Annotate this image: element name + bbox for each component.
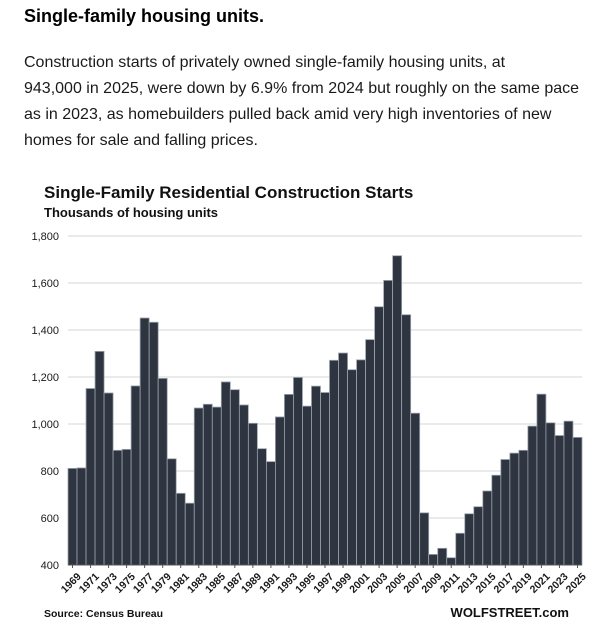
y-tick-label: 800 bbox=[41, 466, 59, 478]
bar-2011 bbox=[446, 557, 457, 566]
bar-1994 bbox=[293, 377, 303, 566]
bar-2008 bbox=[419, 512, 430, 566]
bar-1990 bbox=[256, 448, 267, 566]
bar-2021 bbox=[536, 393, 547, 566]
bar-1998 bbox=[329, 359, 339, 566]
y-tick-label: 1,800 bbox=[31, 231, 59, 243]
bar-2023 bbox=[554, 435, 565, 566]
paragraph-line: as in 2023, as homebuilders pulled back … bbox=[24, 106, 552, 123]
y-tick-label: 600 bbox=[41, 513, 59, 525]
bar-2009 bbox=[428, 554, 439, 566]
bar-1976 bbox=[130, 385, 141, 566]
article-heading: Single-family housing units. bbox=[24, 6, 265, 26]
bar-2010 bbox=[437, 547, 448, 566]
x-tick-label: 2025 bbox=[564, 571, 589, 596]
bar-2014 bbox=[473, 506, 484, 566]
y-tick-label: 400 bbox=[41, 560, 59, 572]
y-tick-label: 1,600 bbox=[31, 278, 59, 290]
bar-2017 bbox=[500, 459, 511, 566]
bar-2022 bbox=[545, 422, 556, 566]
bar-1982 bbox=[184, 502, 195, 566]
paragraph-line: 943,000 in 2025, were down by 6.9% from … bbox=[24, 80, 580, 97]
bar-1971 bbox=[85, 388, 96, 566]
article-paragraph: Construction starts of privately owned s… bbox=[24, 50, 594, 154]
bar-2025 bbox=[572, 436, 583, 566]
bar-1993 bbox=[284, 393, 294, 566]
bars bbox=[67, 255, 583, 566]
bar-2015 bbox=[482, 490, 493, 566]
bar-1996 bbox=[311, 385, 321, 566]
bar-2001 bbox=[356, 359, 366, 566]
paragraph-line: Construction starts of privately owned s… bbox=[24, 54, 506, 71]
bar-1974 bbox=[112, 449, 123, 566]
bar-2013 bbox=[464, 513, 475, 566]
bar-1972 bbox=[94, 350, 105, 566]
bar-1970 bbox=[76, 467, 87, 566]
bar-1989 bbox=[247, 422, 258, 566]
bar-1973 bbox=[103, 392, 114, 566]
bar-2003 bbox=[374, 306, 385, 566]
y-axis: 1,800 1,600 1,400 1,200 1,000 800 600 400 bbox=[31, 231, 59, 572]
bar-2016 bbox=[491, 474, 502, 566]
x-axis: 1969197119731975197719791981198319851987… bbox=[59, 564, 589, 596]
bar-2005 bbox=[392, 255, 403, 566]
bar-2020 bbox=[527, 425, 538, 566]
bar-1983 bbox=[193, 407, 204, 566]
bar-2002 bbox=[365, 339, 375, 566]
paragraph-line: homes for sale and falling prices. bbox=[24, 132, 258, 149]
bar-2012 bbox=[455, 532, 466, 566]
y-tick-label: 1,400 bbox=[31, 325, 59, 337]
bar-1986 bbox=[220, 381, 231, 566]
bar-2000 bbox=[347, 369, 357, 566]
bar-1981 bbox=[175, 492, 186, 566]
bar-2024 bbox=[563, 420, 574, 566]
bar-1987 bbox=[229, 389, 240, 566]
chart-title: Single-Family Residential Construction S… bbox=[44, 183, 413, 202]
bar-2019 bbox=[518, 449, 529, 566]
source-note: Source: Census Bureau bbox=[44, 608, 163, 620]
bar-1979 bbox=[157, 378, 168, 566]
chart-subtitle: Thousands of housing units bbox=[44, 205, 218, 220]
bar-2006 bbox=[401, 314, 412, 566]
bar-1977 bbox=[139, 317, 150, 566]
bar-1988 bbox=[238, 404, 249, 566]
bar-1997 bbox=[320, 392, 330, 566]
bar-1992 bbox=[274, 416, 285, 566]
bar-1995 bbox=[302, 405, 312, 566]
bar-2018 bbox=[509, 452, 520, 566]
bar-1978 bbox=[148, 321, 159, 566]
bar-1991 bbox=[265, 461, 276, 566]
bar-2007 bbox=[410, 412, 421, 566]
bar-1975 bbox=[121, 448, 132, 566]
watermark: WOLFSTREET.com bbox=[451, 605, 569, 620]
bar-1999 bbox=[338, 352, 348, 566]
bar-2004 bbox=[383, 280, 394, 566]
bar-1984 bbox=[202, 403, 213, 566]
bar-1985 bbox=[211, 406, 222, 566]
y-tick-label: 1,000 bbox=[31, 419, 59, 431]
bar-1969 bbox=[67, 468, 78, 566]
y-tick-label: 1,200 bbox=[31, 372, 59, 384]
bar-1980 bbox=[166, 458, 177, 566]
